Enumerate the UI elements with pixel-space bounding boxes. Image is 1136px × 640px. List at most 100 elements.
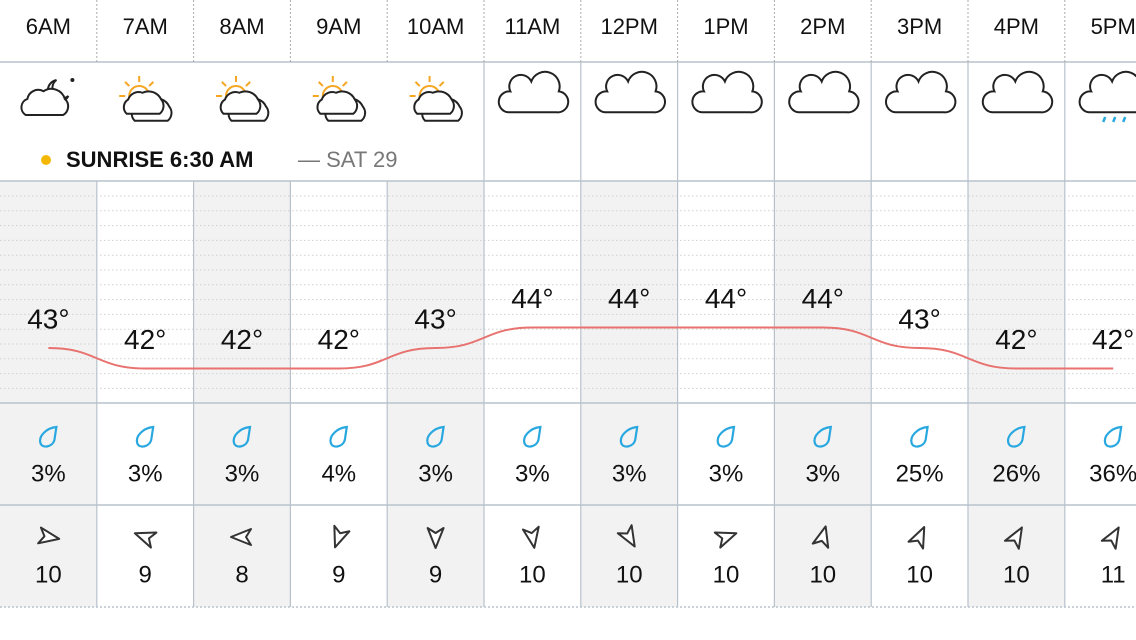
sun-ray [341, 81, 348, 87]
drop-icon [329, 425, 349, 448]
sun-ray [124, 81, 131, 87]
sunrise-date: — SAT 29 [298, 147, 397, 172]
weather-icon [497, 70, 570, 114]
precipitation-label: 3% [612, 460, 647, 487]
wind-speed: 10 [616, 561, 643, 588]
wind-speed: 10 [1003, 561, 1030, 588]
hour-label: 2PM [800, 14, 845, 39]
hour-label: 9AM [316, 14, 361, 39]
temperature-label: 44° [802, 283, 844, 314]
wind-speed: 10 [35, 561, 62, 588]
wind-arrow [713, 531, 738, 549]
wind-arrow [521, 525, 540, 549]
precipitation-label: 3% [225, 460, 260, 487]
sun-ray [414, 81, 421, 87]
weather-icon [312, 76, 367, 122]
temperature-label: 42° [221, 324, 263, 355]
temperature-label: 43° [27, 303, 69, 334]
precipitation-label: 3% [709, 460, 744, 487]
hour-label: 5PM [1091, 14, 1136, 39]
temperature-line [48, 326, 1114, 370]
wind-speed: 8 [235, 561, 248, 588]
sun-ray [438, 81, 445, 87]
hour-label: 8AM [219, 14, 264, 39]
wind-arrow [426, 527, 445, 549]
cloud-icon [497, 70, 570, 114]
cloud-icon [316, 90, 359, 115]
precipitation-label: 4% [321, 460, 356, 487]
hour-label: 1PM [703, 14, 748, 39]
column-shade [0, 181, 97, 607]
wind-arrow [907, 526, 926, 550]
wind-arrow [1003, 526, 1023, 550]
wind-arrow [1100, 526, 1120, 550]
weather-icon [216, 76, 270, 122]
raindrop [1112, 116, 1117, 123]
raindrop [1122, 116, 1127, 123]
wind-arrow [37, 526, 61, 545]
raindrop [1102, 116, 1107, 123]
star [70, 78, 75, 82]
cloud-icon [122, 90, 165, 115]
weather-icon [1078, 70, 1136, 123]
temperature-label: 44° [705, 283, 747, 314]
temperature-label: 44° [511, 283, 553, 314]
drop-icon [716, 425, 736, 448]
weather-icon [594, 70, 667, 114]
cloud-icon [1078, 70, 1136, 114]
drop-icon [135, 425, 155, 448]
precipitation-label: 36% [1089, 460, 1136, 487]
precipitation-label: 3% [128, 460, 163, 487]
precipitation-label: 3% [418, 460, 453, 487]
weather-icon [884, 70, 957, 114]
cloud-icon [413, 90, 455, 115]
hour-label: 11AM [504, 14, 560, 39]
drop-icon [39, 425, 58, 448]
temperature-label: 42° [995, 324, 1037, 355]
cloud-icon [884, 70, 957, 114]
sun-ray [317, 81, 324, 87]
precipitation-label: 3% [515, 460, 550, 487]
wind-speed: 10 [713, 561, 740, 588]
column-shade [193, 181, 291, 607]
sun-ray [148, 81, 155, 87]
hour-label: 6AM [26, 14, 71, 39]
hour-label: 4PM [994, 14, 1039, 39]
wind-arrow [230, 528, 252, 546]
wind-arrow [333, 524, 351, 549]
wind-speed: 9 [332, 561, 345, 588]
wind-arrow [811, 525, 830, 549]
temperature-label: 42° [318, 324, 360, 355]
weather-icon [691, 70, 763, 114]
cloud-icon [788, 70, 860, 114]
cloud-icon [981, 70, 1054, 114]
precipitation-label: 3% [31, 460, 66, 487]
weather-icon [788, 70, 860, 114]
sun-ray [221, 81, 227, 87]
weather-icon [981, 70, 1054, 114]
sunrise-label: SUNRISE 6:30 AM [66, 147, 253, 172]
temperature-label: 42° [1092, 324, 1134, 355]
cloud-icon [219, 90, 262, 115]
drop-icon [1007, 425, 1026, 448]
hour-label: 7AM [123, 14, 168, 39]
weather-icon [409, 76, 463, 122]
sun-ray [245, 81, 251, 87]
wind-arrow [133, 531, 158, 549]
temperature-label: 43° [414, 303, 456, 334]
precipitation-label: 25% [896, 460, 944, 487]
drop-icon [1103, 425, 1123, 448]
drop-icon [426, 425, 445, 448]
wind-speed: 11 [1101, 561, 1126, 588]
wind-speed: 9 [429, 561, 442, 588]
drop-icon [232, 425, 252, 448]
hour-label: 12PM [600, 14, 657, 39]
cloud-icon [594, 70, 667, 114]
weather-icon [119, 76, 173, 122]
drop-icon [523, 425, 542, 448]
cells: 6AM 43° 3% 10 7AM 42° 3% 9 8AM 42° 3% 8 9AM 42° 4% 9 10A… [20, 0, 1136, 607]
cloud-icon [20, 87, 70, 117]
wind-arrow [616, 524, 636, 548]
